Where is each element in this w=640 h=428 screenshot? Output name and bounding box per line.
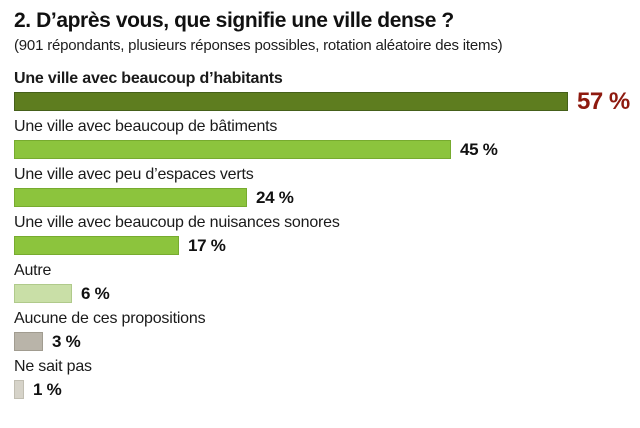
chart-row: Une ville avec beaucoup de bâtiments 45 … xyxy=(14,118,628,159)
chart-row: Une ville avec beaucoup de nuisances son… xyxy=(14,214,628,255)
bar-line: 57 % xyxy=(14,88,630,115)
bar-line: 24 % xyxy=(14,188,628,207)
bar-label: Ne sait pas xyxy=(14,358,92,375)
bar-value: 24 % xyxy=(256,187,294,207)
bar-value: 57 % xyxy=(577,87,630,115)
bar xyxy=(14,92,568,111)
chart-row: Une ville avec beaucoup d’habitants 57 % xyxy=(14,70,630,115)
bar xyxy=(14,284,72,303)
chart-title: 2. D’après vous, que signifie une ville … xyxy=(14,9,454,32)
bar-label: Une ville avec beaucoup de nuisances son… xyxy=(14,214,340,231)
chart-row: Autre 6 % xyxy=(14,262,628,303)
chart-row: Ne sait pas 1 % xyxy=(14,358,628,399)
chart-row: Aucune de ces propositions 3 % xyxy=(14,310,628,351)
bar xyxy=(14,140,451,159)
bar xyxy=(14,380,24,399)
bar-line: 1 % xyxy=(14,380,628,399)
bar-label: Une ville avec beaucoup de bâtiments xyxy=(14,118,278,135)
bar-line: 3 % xyxy=(14,332,628,351)
bar-value: 1 % xyxy=(33,379,62,399)
bar xyxy=(14,236,179,255)
bar-label: Aucune de ces propositions xyxy=(14,310,206,327)
bar-value: 6 % xyxy=(81,283,110,303)
bar-chart: Une ville avec beaucoup d’habitants 57 %… xyxy=(14,70,630,399)
bar-value: 3 % xyxy=(52,331,81,351)
bar-label: Autre xyxy=(14,262,52,279)
bar-line: 45 % xyxy=(14,140,628,159)
bar xyxy=(14,332,43,351)
bar-label: Une ville avec beaucoup d’habitants xyxy=(14,70,283,87)
chart-row: Une ville avec peu d’espaces verts 24 % xyxy=(14,166,628,207)
bar-line: 6 % xyxy=(14,284,628,303)
chart-subtitle: (901 répondants, plusieurs réponses poss… xyxy=(14,37,503,54)
bar xyxy=(14,188,247,207)
bar-line: 17 % xyxy=(14,236,628,255)
bar-label: Une ville avec peu d’espaces verts xyxy=(14,166,254,183)
bar-value: 45 % xyxy=(460,139,498,159)
bar-value: 17 % xyxy=(188,235,226,255)
